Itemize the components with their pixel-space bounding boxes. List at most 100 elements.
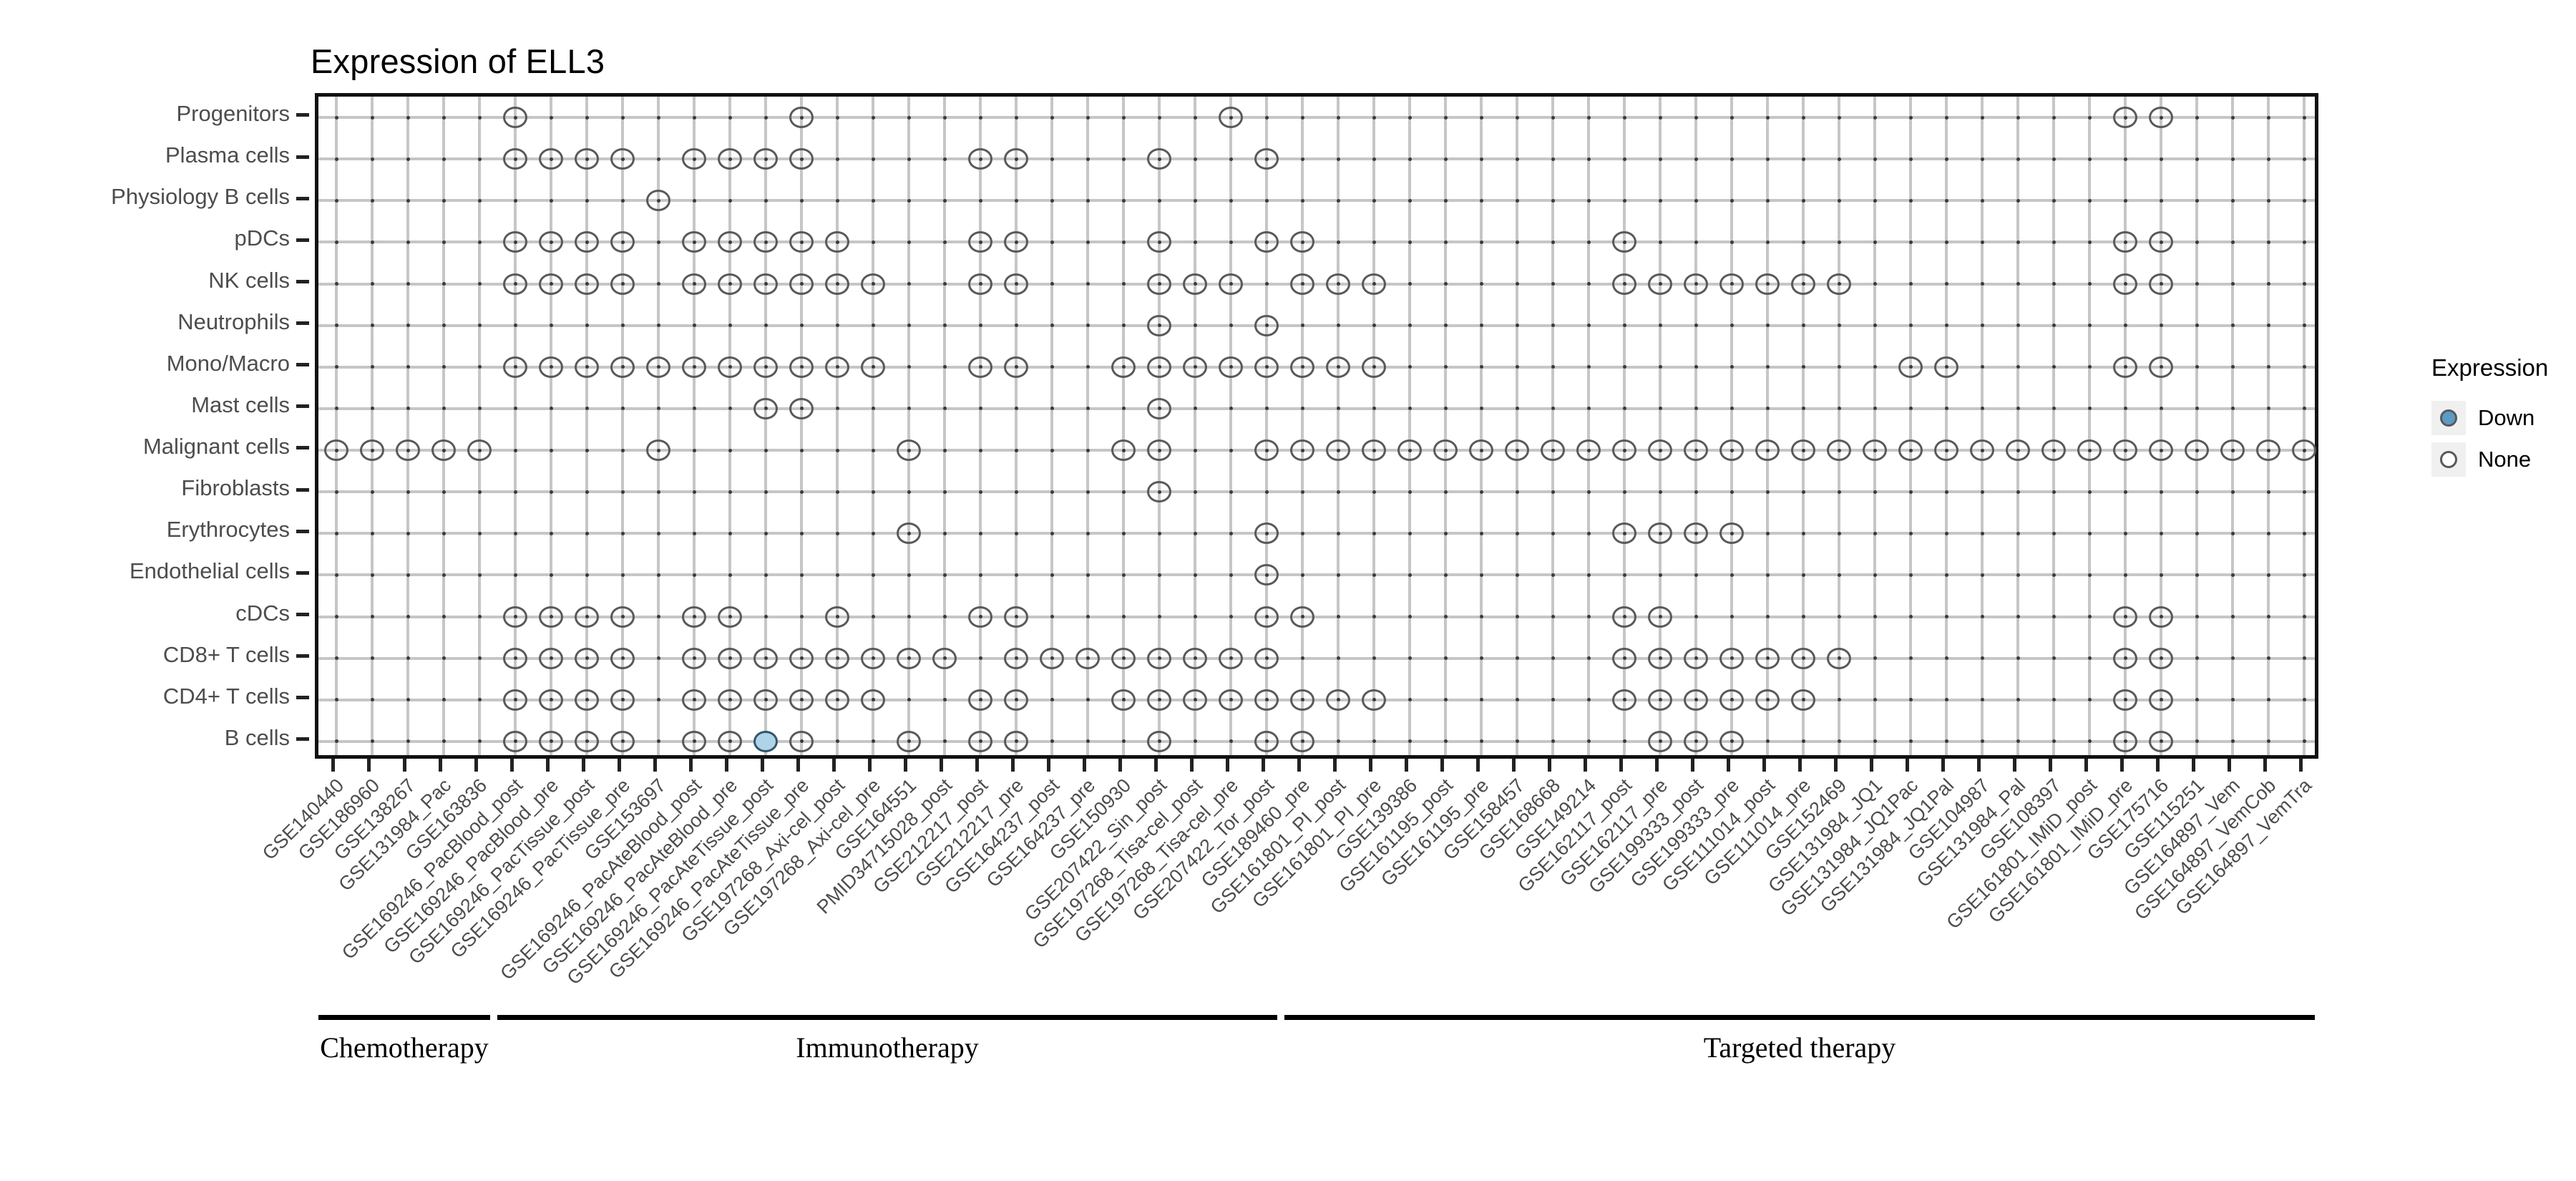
data-point-none[interactable] [718, 273, 742, 295]
data-point-none[interactable] [1326, 356, 1350, 378]
data-point-none[interactable] [1290, 689, 1314, 711]
data-point-none[interactable] [1290, 273, 1314, 295]
data-point-none[interactable] [789, 647, 814, 669]
data-point-none[interactable] [753, 647, 778, 669]
data-point-none[interactable] [539, 231, 563, 253]
data-point-none[interactable] [1004, 273, 1028, 295]
data-point-none[interactable] [1147, 356, 1171, 378]
data-point-none[interactable] [861, 356, 885, 378]
data-point-none[interactable] [1755, 689, 1780, 711]
data-point-none[interactable] [1004, 356, 1028, 378]
data-point-none[interactable] [1719, 647, 1744, 669]
data-point-none[interactable] [1111, 439, 1136, 462]
data-point-none[interactable] [1326, 273, 1350, 295]
data-point-none[interactable] [1719, 689, 1744, 711]
data-point-none[interactable] [753, 397, 778, 419]
data-point-none[interactable] [1183, 689, 1207, 711]
data-point-none[interactable] [968, 689, 992, 711]
data-point-none[interactable] [1326, 439, 1350, 462]
data-point-none[interactable] [503, 606, 527, 628]
data-point-none[interactable] [1648, 606, 1672, 628]
data-point-none[interactable] [789, 148, 814, 170]
data-point-none[interactable] [2149, 689, 2173, 711]
data-point-none[interactable] [1183, 356, 1207, 378]
data-point-none[interactable] [1541, 439, 1565, 462]
data-point-none[interactable] [1755, 273, 1780, 295]
data-point-none[interactable] [1290, 356, 1314, 378]
data-point-none[interactable] [539, 273, 563, 295]
data-point-none[interactable] [861, 647, 885, 669]
data-point-none[interactable] [1254, 439, 1279, 462]
data-point-none[interactable] [1648, 439, 1672, 462]
data-point-none[interactable] [575, 647, 599, 669]
data-point-none[interactable] [968, 148, 992, 170]
data-point-none[interactable] [1290, 231, 1314, 253]
data-point-none[interactable] [753, 689, 778, 711]
data-point-none[interactable] [968, 273, 992, 295]
data-point-none[interactable] [575, 231, 599, 253]
data-point-none[interactable] [360, 439, 384, 462]
data-point-none[interactable] [539, 606, 563, 628]
data-point-none[interactable] [1254, 564, 1279, 586]
data-point-none[interactable] [324, 439, 348, 462]
data-point-none[interactable] [1147, 148, 1171, 170]
data-point-none[interactable] [1755, 647, 1780, 669]
data-point-none[interactable] [682, 273, 706, 295]
data-point-none[interactable] [1147, 273, 1171, 295]
data-point-none[interactable] [1648, 730, 1672, 752]
data-point-none[interactable] [1254, 730, 1279, 752]
data-point-none[interactable] [1648, 523, 1672, 545]
data-point-none[interactable] [1898, 356, 1923, 378]
data-point-none[interactable] [575, 356, 599, 378]
data-point-none[interactable] [753, 231, 778, 253]
data-point-none[interactable] [1791, 689, 1815, 711]
data-point-none[interactable] [1863, 439, 1887, 462]
data-point-none[interactable] [682, 730, 706, 752]
data-point-none[interactable] [1719, 439, 1744, 462]
data-point-none[interactable] [2149, 647, 2173, 669]
data-point-none[interactable] [825, 231, 849, 253]
data-point-none[interactable] [1254, 356, 1279, 378]
data-point-none[interactable] [1147, 439, 1171, 462]
data-point-none[interactable] [1254, 314, 1279, 336]
data-point-none[interactable] [610, 356, 635, 378]
data-point-none[interactable] [682, 356, 706, 378]
data-point-none[interactable] [610, 730, 635, 752]
data-point-none[interactable] [1791, 439, 1815, 462]
data-point-none[interactable] [610, 647, 635, 669]
data-point-none[interactable] [1362, 689, 1386, 711]
data-point-none[interactable] [1684, 439, 1708, 462]
data-point-none[interactable] [1111, 647, 1136, 669]
data-point-none[interactable] [1684, 273, 1708, 295]
data-point-none[interactable] [1719, 273, 1744, 295]
data-point-none[interactable] [753, 356, 778, 378]
data-point-none[interactable] [2149, 730, 2173, 752]
data-point-none[interactable] [1040, 647, 1064, 669]
data-point-none[interactable] [1827, 647, 1851, 669]
data-point-none[interactable] [1934, 439, 1958, 462]
data-point-none[interactable] [2149, 606, 2173, 628]
data-point-none[interactable] [968, 356, 992, 378]
data-point-none[interactable] [789, 107, 814, 129]
data-point-none[interactable] [1648, 647, 1672, 669]
data-point-none[interactable] [2077, 439, 2102, 462]
data-point-none[interactable] [1648, 689, 1672, 711]
data-point-none[interactable] [1791, 273, 1815, 295]
data-point-none[interactable] [1254, 148, 1279, 170]
data-point-none[interactable] [2113, 689, 2137, 711]
data-point-none[interactable] [1684, 523, 1708, 545]
data-point-none[interactable] [646, 356, 670, 378]
data-point-none[interactable] [2113, 606, 2137, 628]
data-point-none[interactable] [789, 273, 814, 295]
data-point-none[interactable] [1612, 231, 1636, 253]
data-point-none[interactable] [539, 689, 563, 711]
data-point-none[interactable] [2185, 439, 2209, 462]
data-point-none[interactable] [789, 356, 814, 378]
data-point-none[interactable] [2113, 107, 2137, 129]
data-point-none[interactable] [789, 231, 814, 253]
data-point-none[interactable] [610, 148, 635, 170]
data-point-none[interactable] [718, 689, 742, 711]
data-point-none[interactable] [539, 647, 563, 669]
data-point-none[interactable] [539, 356, 563, 378]
data-point-none[interactable] [2220, 439, 2245, 462]
